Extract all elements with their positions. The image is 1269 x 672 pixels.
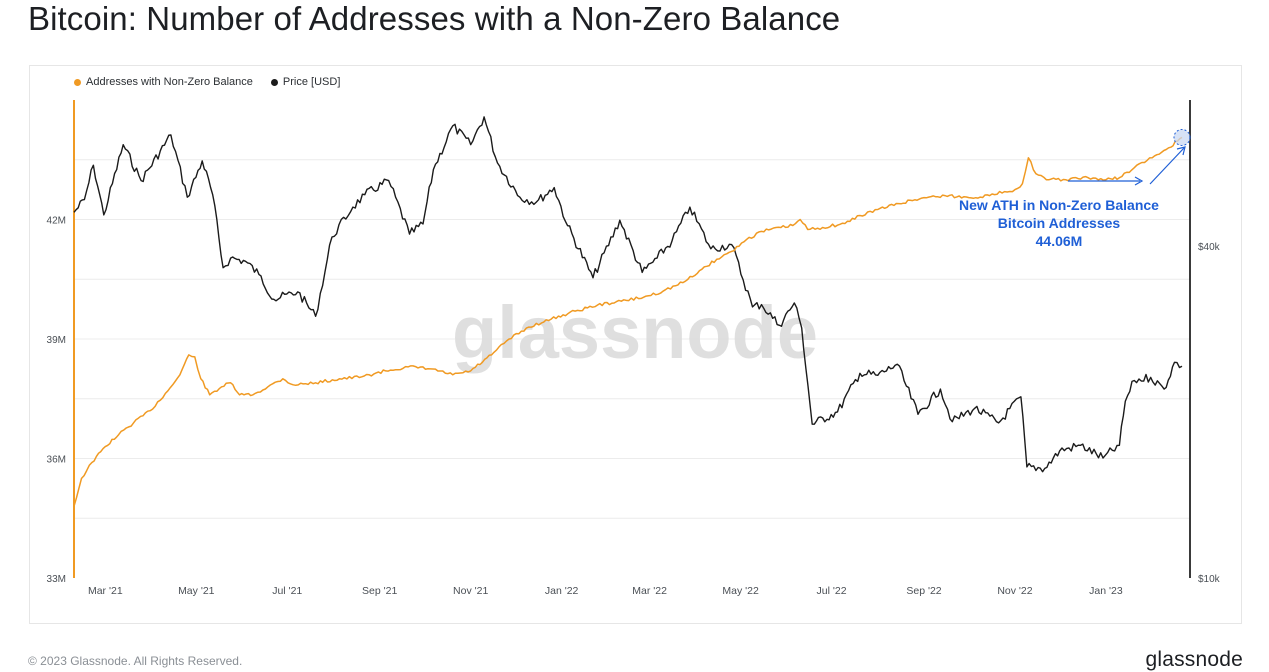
page-title: Bitcoin: Number of Addresses with a Non-…	[28, 0, 841, 37]
annotation-arrow-diagonal	[1149, 147, 1185, 185]
legend-dot-price	[270, 78, 278, 86]
ath-marker-circle	[1173, 128, 1191, 146]
x-tick-label: Nov '21	[453, 585, 488, 597]
axis-layer: 33M 36M 39M 42M $10k $40k Mar '21 May '21 Jul '2…	[47, 100, 1221, 597]
x-tick-label: Nov '22	[997, 585, 1032, 597]
y-right-tick-label: $10k	[1198, 574, 1221, 585]
y-left-tick-label: 42M	[47, 216, 66, 227]
price-series-line	[73, 116, 1183, 473]
chart-frame	[29, 65, 1242, 624]
x-tick-label: Jan '23	[1089, 585, 1123, 597]
footer-logo[interactable]: glassnode	[1145, 648, 1243, 671]
footer-copyright: © 2023 Glassnode. All Rights Reserved.	[28, 654, 243, 668]
x-tick-label: Sep '21	[362, 585, 397, 597]
annotation-arrowhead-horizontal	[1134, 176, 1144, 186]
series-layer	[73, 116, 1183, 507]
x-tick-label: Jul '21	[272, 585, 302, 597]
legend-label-addresses: Addresses with Non-Zero Balance	[86, 76, 253, 88]
legend: Addresses with Non-Zero Balance Price [U…	[74, 76, 340, 88]
legend-item-price[interactable]: Price [USD]	[270, 76, 341, 88]
watermark: glassnode	[452, 291, 818, 374]
y-left-tick-label: 39M	[47, 335, 66, 346]
x-tick-label: Mar '21	[88, 585, 123, 597]
x-tick-label: Jul '22	[817, 585, 847, 597]
y-left-tick-label: 33M	[47, 574, 66, 585]
annotation-arrowhead-diagonal	[1176, 146, 1186, 156]
annotation-text-line: 44.06M	[1036, 233, 1083, 249]
grid-layer	[74, 159, 1190, 519]
addresses-series-line	[73, 136, 1183, 507]
x-tick-label: May '21	[178, 585, 215, 597]
legend-item-addresses[interactable]: Addresses with Non-Zero Balance	[74, 76, 253, 88]
legend-label-price: Price [USD]	[282, 76, 341, 88]
y-right-tick-label: $40k	[1198, 242, 1221, 253]
x-tick-label: May '22	[722, 585, 759, 597]
legend-dot-addresses	[74, 78, 81, 86]
annotation-text-line: Bitcoin Addresses	[998, 215, 1121, 231]
y-left-tick-label: 36M	[47, 455, 66, 466]
x-tick-label: Sep '22	[906, 585, 941, 597]
x-tick-label: Jan '22	[545, 585, 579, 597]
annotation-layer: New ATH in Non-Zero Balance Bitcoin Addre…	[959, 128, 1191, 249]
annotation-text-line: New ATH in Non-Zero Balance	[959, 197, 1159, 213]
x-tick-label: Mar '22	[632, 585, 667, 597]
